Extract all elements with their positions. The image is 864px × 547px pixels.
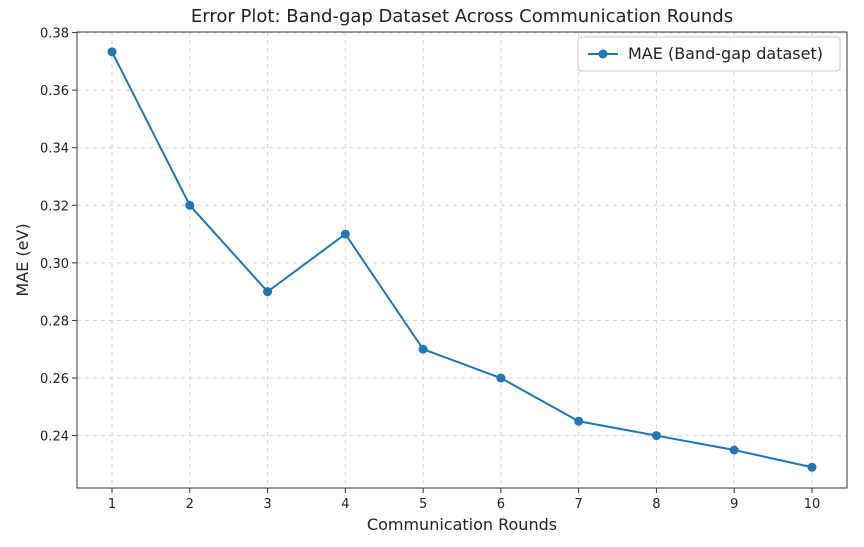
y-tick-label: 0.32 — [40, 199, 69, 214]
x-tick-label: 2 — [186, 497, 194, 512]
data-point — [651, 431, 661, 441]
y-tick-label: 0.38 — [40, 27, 69, 42]
y-tick-label: 0.28 — [40, 314, 69, 329]
series-line — [111, 50, 813, 469]
data-point — [263, 287, 273, 297]
data-point — [729, 445, 739, 455]
series-lines — [107, 47, 817, 472]
data-point — [107, 47, 117, 57]
x-tick-label: 8 — [652, 497, 660, 512]
grid-lines — [77, 32, 847, 488]
x-axis-label: Communication Rounds — [367, 515, 557, 534]
legend-series-label: MAE (Band-gap dataset) — [628, 44, 823, 63]
y-tick-label: 0.36 — [40, 84, 69, 99]
x-tick-label: 4 — [341, 497, 349, 512]
legend: MAE (Band-gap dataset) — [577, 36, 841, 72]
data-point — [418, 344, 428, 354]
data-point — [496, 373, 506, 383]
x-tick-label: 3 — [263, 497, 271, 512]
data-point — [185, 200, 195, 210]
y-tick-label: 0.24 — [40, 430, 69, 445]
y-tick-label: 0.26 — [40, 372, 69, 387]
x-tick-label: 9 — [730, 497, 738, 512]
x-tick-label: 7 — [575, 497, 583, 512]
data-point — [807, 462, 817, 472]
x-tick-label: 10 — [804, 497, 821, 512]
data-point — [574, 416, 584, 426]
data-point — [340, 229, 350, 239]
x-tick-label: 1 — [108, 497, 116, 512]
chart-title: Error Plot: Band-gap Dataset Across Comm… — [191, 6, 733, 27]
x-tick-label: 6 — [497, 497, 505, 512]
axes: 1 2 3 4 5 6 7 8 9 10 0.24 0.26 0.28 0.30 0.32 0.34 0.36 0… — [40, 27, 848, 512]
x-tick-label: 5 — [419, 497, 427, 512]
y-tick-label: 0.34 — [40, 142, 69, 157]
y-axis-label: MAE (eV) — [13, 223, 32, 296]
y-tick-label: 0.30 — [40, 257, 69, 272]
legend-box — [577, 36, 841, 72]
legend-point-marker — [598, 49, 608, 59]
plot-frame — [76, 31, 848, 489]
